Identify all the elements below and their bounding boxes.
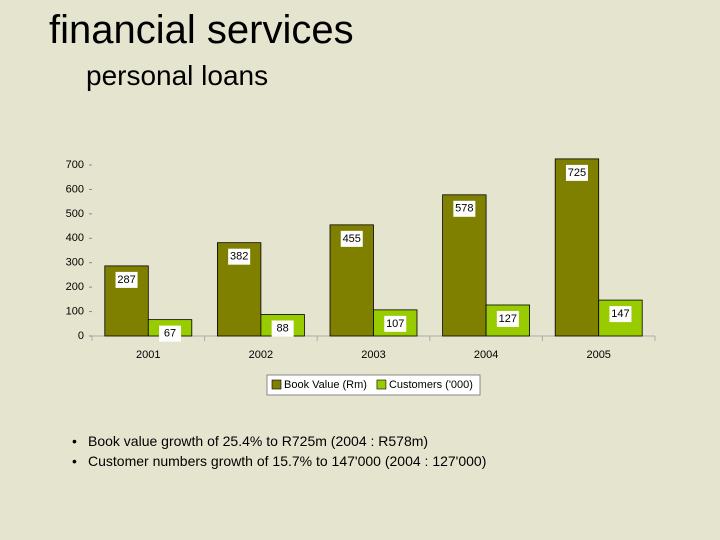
y-tick-label: 500 bbox=[66, 208, 84, 220]
value-label: 88 bbox=[277, 322, 289, 334]
bullet: Customer numbers growth of 15.7% to 147'… bbox=[72, 451, 486, 471]
bullet: Book value growth of 25.4% to R725m (200… bbox=[72, 431, 486, 451]
legend-swatch bbox=[271, 379, 282, 390]
legend-label: Book Value (Rm) bbox=[284, 379, 367, 391]
y-tick-label: 700 bbox=[66, 159, 84, 171]
legend-swatch bbox=[376, 379, 387, 390]
value-label-box bbox=[609, 306, 632, 323]
value-label: 287 bbox=[117, 274, 135, 286]
value-label-box bbox=[271, 320, 294, 337]
x-tick-label: 2003 bbox=[361, 349, 385, 361]
value-label-box bbox=[228, 248, 251, 265]
x-tick-label: 2002 bbox=[249, 349, 273, 361]
value-label: 455 bbox=[343, 233, 361, 245]
y-tick-label: 400 bbox=[66, 232, 84, 244]
x-tick-label: 2005 bbox=[586, 349, 610, 361]
bullet-list: Book value growth of 25.4% to R725m (200… bbox=[72, 431, 486, 471]
legend-box bbox=[266, 374, 481, 396]
legend-label: Customers ('000) bbox=[389, 379, 473, 391]
slide-title: financial services bbox=[49, 8, 354, 52]
value-label-box bbox=[115, 271, 138, 288]
value-label: 578 bbox=[455, 203, 473, 215]
value-label-box bbox=[384, 315, 407, 332]
value-label-box bbox=[159, 325, 182, 342]
value-label-box bbox=[453, 200, 476, 217]
value-label-box bbox=[496, 310, 519, 327]
y-tick-label: 200 bbox=[66, 281, 84, 293]
value-label: 107 bbox=[386, 318, 404, 330]
bar bbox=[554, 158, 600, 337]
value-label: 382 bbox=[230, 251, 248, 263]
value-label-box bbox=[565, 164, 588, 181]
x-tick-label: 2004 bbox=[474, 349, 498, 361]
x-tick-label: 2001 bbox=[136, 349, 160, 361]
bar bbox=[442, 194, 487, 337]
value-label-box bbox=[340, 230, 363, 247]
value-label: 147 bbox=[611, 308, 629, 320]
value-label: 67 bbox=[164, 328, 176, 340]
legend: Book Value (Rm) Customers ('000) bbox=[266, 374, 481, 396]
slide-subtitle: personal loans bbox=[86, 60, 269, 91]
y-tick-label: 600 bbox=[66, 183, 84, 195]
y-tick-label: 300 bbox=[66, 257, 84, 269]
y-tick-label: 0 bbox=[78, 330, 84, 342]
y-tick-label: 100 bbox=[66, 305, 84, 317]
value-label: 725 bbox=[568, 167, 586, 179]
value-label: 127 bbox=[499, 313, 517, 325]
bar bbox=[104, 265, 149, 337]
